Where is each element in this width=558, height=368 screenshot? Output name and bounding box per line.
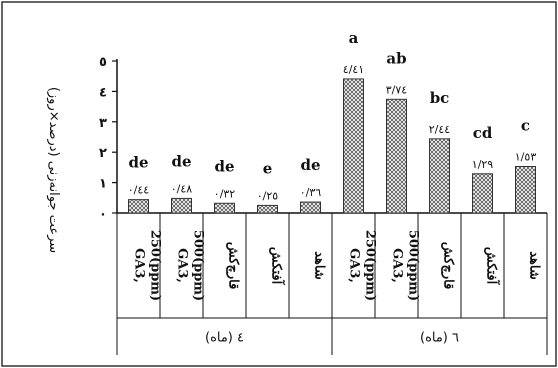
significance-letter: ab bbox=[386, 49, 406, 67]
significance-letter: bc bbox=[430, 89, 450, 107]
significance-letter: de bbox=[128, 154, 148, 172]
category-label: GA3, bbox=[175, 248, 190, 283]
category-label: قارچ‌کش bbox=[441, 242, 456, 290]
category-label: شاهد bbox=[527, 251, 542, 280]
bar-value-label: ۰/۳٦ bbox=[300, 186, 322, 199]
bar bbox=[343, 78, 364, 214]
category-label: 500(ppm) bbox=[406, 230, 421, 301]
bar bbox=[257, 204, 278, 214]
category-label: آفتکش bbox=[484, 247, 501, 286]
y-tick-label: ٥ bbox=[99, 55, 107, 70]
bar-value-label: ۰/٤٤ bbox=[128, 184, 150, 197]
category-label: شاهد bbox=[312, 251, 327, 280]
category-label: 500(ppm) bbox=[191, 230, 206, 301]
group-label: ٦ (ماه) bbox=[420, 331, 459, 346]
significance-letter: c bbox=[521, 116, 530, 134]
category-label: GA3, bbox=[347, 248, 362, 283]
significance-letter: de bbox=[214, 157, 234, 175]
significance-letter: cd bbox=[473, 124, 493, 142]
y-axis-label: سرعت جوانه‌زنی (درصد×روز) bbox=[46, 87, 61, 253]
bar bbox=[128, 199, 149, 214]
bar bbox=[472, 173, 493, 214]
bar bbox=[214, 202, 235, 214]
y-tick-label: ۲ bbox=[99, 146, 107, 161]
bar-value-label: ۰/٤٨ bbox=[171, 182, 193, 195]
bar-value-label: ۳/۷٤ bbox=[386, 83, 408, 96]
bar-value-label: ۰/۲٥ bbox=[257, 189, 279, 202]
y-tick-label: ۳ bbox=[99, 116, 107, 131]
bar-value-label: ٤/٤١ bbox=[343, 63, 364, 76]
bar bbox=[386, 98, 407, 214]
y-tick-label: ٤ bbox=[99, 85, 107, 100]
y-tick-label: ۰ bbox=[99, 207, 107, 222]
y-tick-label: ۱ bbox=[99, 177, 107, 192]
bar-value-label: ۱/٥۳ bbox=[515, 150, 537, 163]
significance-letter: a bbox=[349, 29, 359, 47]
bar bbox=[515, 165, 536, 214]
category-label: قارچ‌کش bbox=[226, 242, 241, 290]
bar-value-label: ۱/۲۹ bbox=[472, 158, 494, 171]
significance-letter: de bbox=[171, 152, 191, 170]
bar bbox=[171, 197, 192, 214]
bar bbox=[300, 201, 321, 214]
category-label: GA3, bbox=[132, 248, 147, 283]
category-label: آفتکش bbox=[269, 247, 286, 286]
group-label: ٤ (ماه) bbox=[205, 331, 244, 346]
category-label: GA3, bbox=[390, 248, 405, 283]
bar-value-label: ۰/۳۲ bbox=[214, 187, 236, 200]
significance-letter: de bbox=[300, 156, 320, 174]
bar bbox=[429, 138, 450, 214]
category-label: 250(ppm) bbox=[363, 230, 378, 301]
bar-value-label: ۲/٤٤ bbox=[429, 123, 451, 136]
category-label: 250(ppm) bbox=[148, 230, 163, 301]
significance-letter: e bbox=[263, 159, 273, 177]
